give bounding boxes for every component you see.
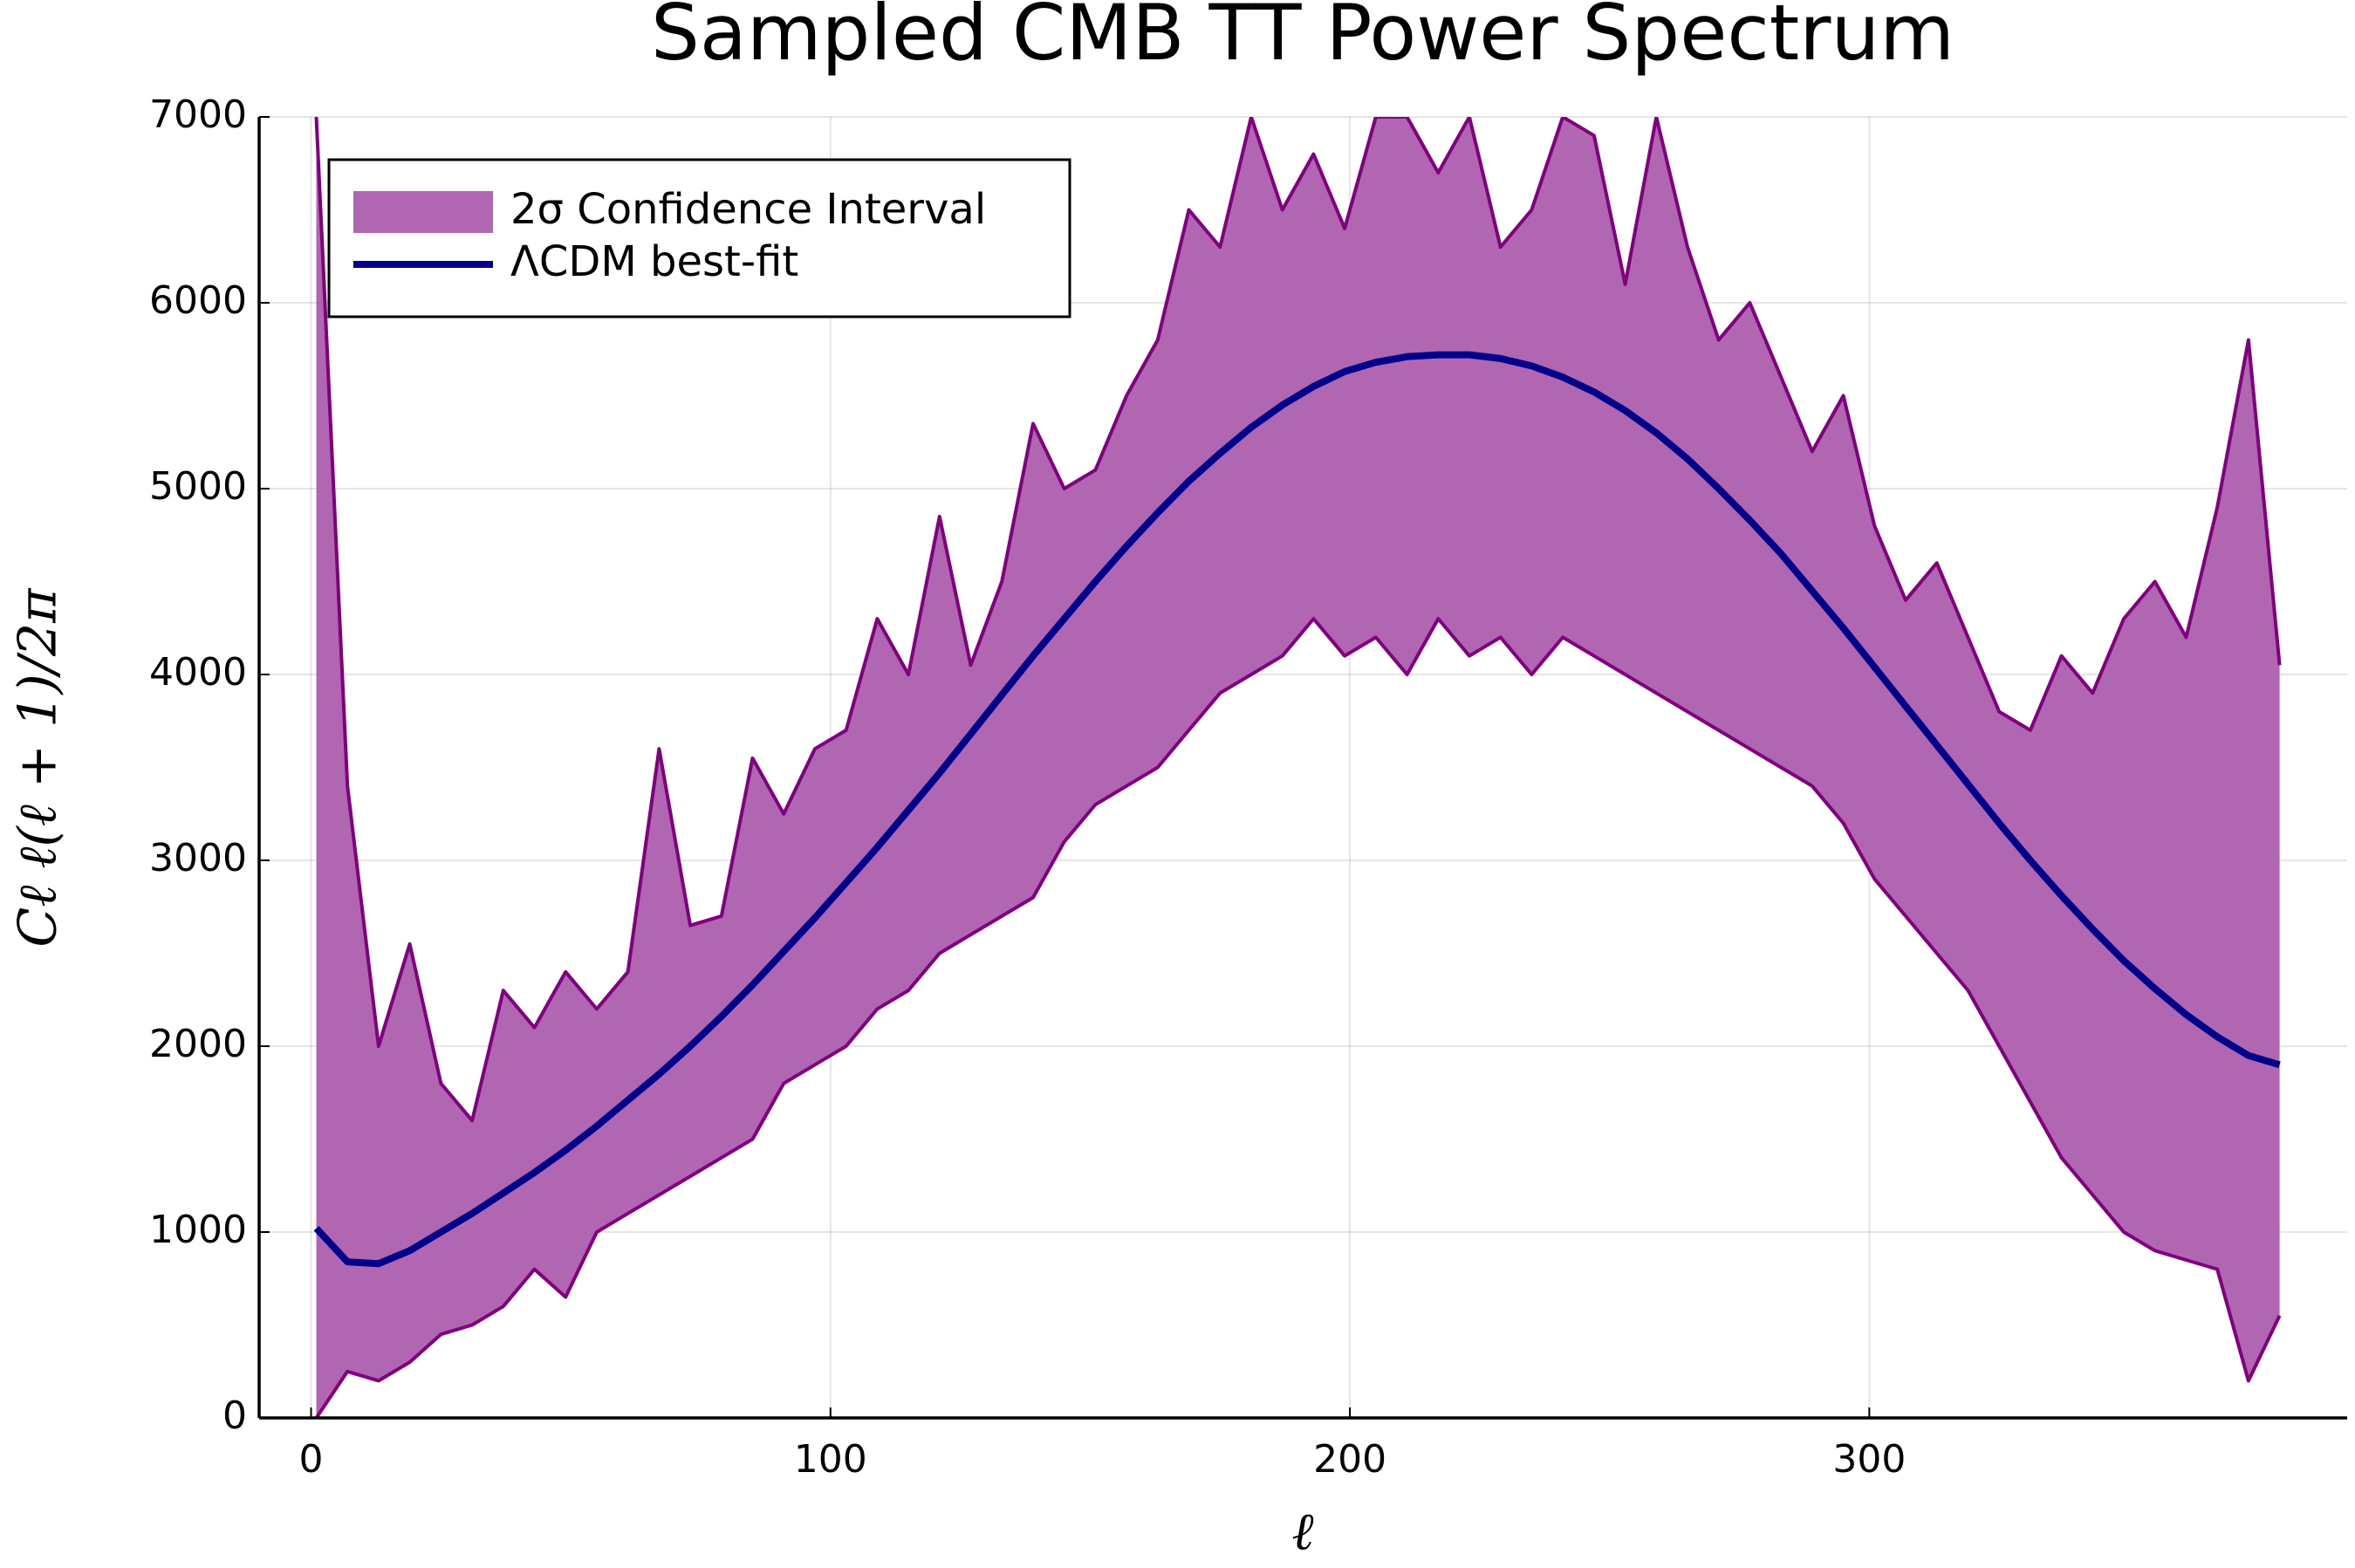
legend-label: 2σ Confidence Interval [510,185,986,234]
x-tick-label: 0 [299,1437,324,1482]
legend-box [327,158,1071,318]
x-tick-label: 300 [1832,1437,1906,1482]
legend-label: ΛCDM best-fit [510,237,798,286]
y-tick-label: 5000 [149,464,247,509]
y-tick-label: 4000 [149,650,247,695]
band-lower-edge [314,617,2282,1418]
y-tick-label: 0 [222,1393,247,1438]
fit-line [313,351,2281,1268]
y-axis-label: Cℓ ℓ(ℓ + 1)/2π [8,587,69,948]
y-tick-label: 1000 [149,1208,247,1252]
legend-swatch [353,191,493,233]
chart-title: Sampled CMB TT Power Spectrum [651,0,1955,78]
x-tick-label: 100 [794,1437,867,1482]
x-axis-label: ℓ [1292,1502,1314,1563]
ticks: 0 1000 2000 3000 4000 5000 6000 7000 0 100 200 300 [149,92,1906,1482]
confidence-band [316,117,2280,1418]
y-tick-label: 2000 [149,1022,247,1066]
band-upper-edge [314,117,2282,1123]
y-tick-label: 6000 [149,278,247,323]
x-tick-label: 200 [1313,1437,1386,1482]
plot-area [313,117,2282,1418]
y-tick-label: 7000 [149,92,247,137]
y-tick-label: 3000 [149,836,247,880]
